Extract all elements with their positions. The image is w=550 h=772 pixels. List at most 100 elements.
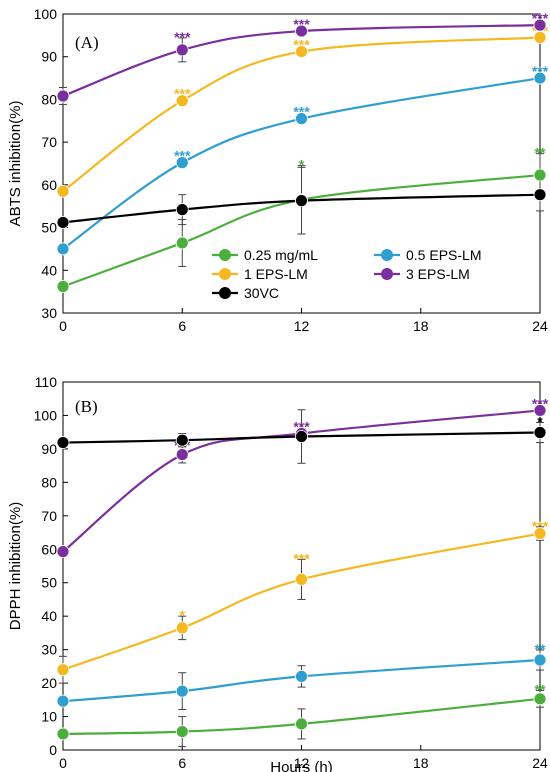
data-point xyxy=(56,184,70,198)
data-point xyxy=(295,572,308,586)
data-point xyxy=(175,156,189,170)
x-tick-label: 12 xyxy=(294,755,310,771)
panel-label: (A) xyxy=(75,33,99,52)
legend-marker xyxy=(381,268,393,280)
data-point xyxy=(175,621,189,635)
significance-label: ** xyxy=(535,145,546,161)
significance-label: ** xyxy=(535,681,546,697)
significance-label: *** xyxy=(293,37,310,53)
series-yellow xyxy=(59,526,544,684)
y-tick-label: 40 xyxy=(41,608,57,624)
data-point xyxy=(56,242,70,256)
significance-label: *** xyxy=(293,550,310,566)
x-tick-label: 24 xyxy=(532,755,548,771)
legend-entry: 0.25 mg/mL xyxy=(244,247,318,263)
x-tick-label: 0 xyxy=(59,318,67,334)
significance-label: *** xyxy=(532,518,549,534)
series-line xyxy=(62,658,541,703)
y-tick-label: 110 xyxy=(35,374,58,390)
data-point xyxy=(56,216,70,229)
significance-label: *** xyxy=(532,10,549,26)
significance-label: *** xyxy=(293,104,310,120)
data-point xyxy=(295,670,308,683)
x-axis-title: Hours (h) xyxy=(270,759,333,772)
data-point xyxy=(295,45,308,58)
y-tick-label: 50 xyxy=(41,220,57,236)
significance-label: ** xyxy=(535,641,546,657)
x-tick-label: 18 xyxy=(413,755,429,771)
legend-entry: 0.5 EPS-LM xyxy=(406,247,481,263)
data-point xyxy=(533,71,547,85)
data-point xyxy=(175,236,189,250)
series-line xyxy=(62,36,541,193)
series-line xyxy=(62,24,541,98)
legend-entry: 1 EPS-LM xyxy=(244,266,308,282)
data-point xyxy=(295,717,308,731)
significance-label: *** xyxy=(293,419,310,435)
data-point xyxy=(56,89,70,103)
data-point xyxy=(533,692,547,706)
data-point xyxy=(533,404,547,417)
significance-label: *** xyxy=(174,148,191,164)
significance-label: *** xyxy=(532,395,549,411)
y-tick-label: 40 xyxy=(41,262,57,278)
y-tick-label: 90 xyxy=(41,49,57,65)
data-point xyxy=(533,18,547,32)
y-tick-label: 70 xyxy=(41,134,57,150)
data-point xyxy=(533,527,547,540)
data-point xyxy=(56,545,70,559)
y-tick-label: 20 xyxy=(41,675,57,691)
significance-label: * xyxy=(299,157,305,173)
y-tick-label: 100 xyxy=(34,6,58,22)
y-tick-label: 60 xyxy=(41,177,57,193)
series-yellow xyxy=(62,36,541,193)
y-tick-label: 50 xyxy=(41,575,57,591)
data-point xyxy=(56,436,70,449)
y-tick-label: 80 xyxy=(41,91,57,107)
y-tick-label: 0 xyxy=(49,742,57,758)
data-point xyxy=(175,433,189,447)
legend-entry: 30VC xyxy=(244,285,279,301)
significance-label: *** xyxy=(293,16,310,32)
data-point xyxy=(56,280,70,293)
significance-label: *** xyxy=(174,86,191,102)
y-axis-title: DPPH inhibition(%) xyxy=(7,502,24,630)
data-point xyxy=(175,684,189,698)
y-axis-title: ABTS inhibition(%) xyxy=(7,101,24,227)
significance-label: * xyxy=(180,607,186,623)
data-point xyxy=(295,194,308,208)
x-tick-label: 6 xyxy=(178,755,186,771)
x-tick-label: 0 xyxy=(59,755,67,771)
y-tick-label: 60 xyxy=(41,541,57,557)
y-tick-label: 30 xyxy=(41,305,57,321)
data-point xyxy=(175,43,189,57)
data-point xyxy=(56,694,70,708)
data-point xyxy=(175,725,189,738)
y-tick-label: 70 xyxy=(41,508,57,524)
series-line xyxy=(62,173,541,288)
legend-marker xyxy=(219,249,231,261)
legend: 0.25 mg/mL 0.5 EPS-LM 1 EPS-LM 3 EPS-LM 30VC xyxy=(212,247,481,301)
x-tick-label: 12 xyxy=(294,318,310,334)
data-point xyxy=(295,430,308,443)
significance-label: *** xyxy=(174,29,191,45)
x-tick-label: 18 xyxy=(413,318,429,334)
data-point xyxy=(56,727,70,741)
panel-label: (B) xyxy=(75,397,98,416)
legend-entry: 3 EPS-LM xyxy=(406,266,470,282)
significance-label: * xyxy=(537,413,543,429)
data-point xyxy=(533,168,547,182)
series-line xyxy=(62,532,541,671)
x-tick-label: 6 xyxy=(178,318,186,334)
data-point xyxy=(533,653,547,667)
data-point xyxy=(533,188,547,202)
x-tick-label: 24 xyxy=(532,318,548,334)
data-point xyxy=(175,94,189,108)
legend-marker xyxy=(219,268,231,280)
legend-marker xyxy=(381,249,393,261)
series-line xyxy=(62,697,541,736)
significance-label: *** xyxy=(532,63,549,79)
chart-panel-1: 30 40 50 60 70 80 90 100 0 6 12 18 24 ABTS inhibition… xyxy=(7,6,549,334)
series-line xyxy=(62,76,541,250)
